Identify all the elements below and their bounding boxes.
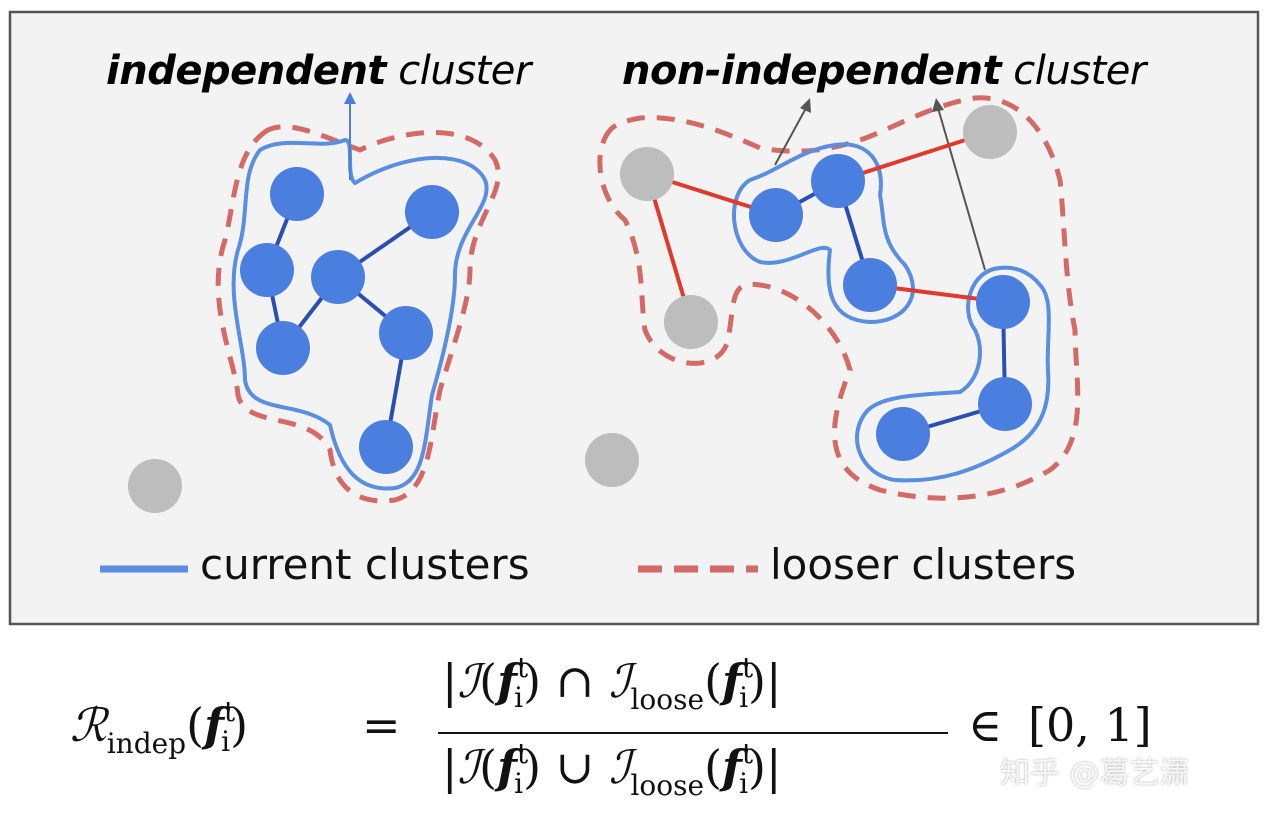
formula-equals: =: [362, 698, 401, 752]
node-gray: [620, 147, 674, 201]
formula-loose-sub: loose: [630, 683, 705, 716]
node-blue: [843, 258, 897, 312]
legend-current-label: current clusters: [200, 540, 530, 589]
formula-f-sup: t: [741, 651, 754, 684]
independent-cluster-label: independent cluster: [106, 48, 531, 94]
node-gray: [128, 459, 182, 513]
formula-f-sup: t: [516, 737, 529, 770]
node-blue: [405, 185, 459, 239]
watermark: 知乎 @葛艺潇: [1000, 756, 1190, 791]
formula-f-sub: i: [514, 767, 524, 800]
node-gray: [585, 433, 639, 487]
formula-f: f: [497, 654, 517, 708]
formula-f: f: [497, 740, 517, 794]
formula-f: f: [722, 654, 742, 708]
nonindependent-rest: cluster: [1001, 48, 1146, 94]
formula-f-sup: t: [223, 695, 236, 728]
node-blue: [270, 167, 324, 221]
formula-I: ℐ: [608, 740, 631, 794]
current-cluster-outline-right-b: [855, 265, 1051, 483]
looser-cluster-outline-right: [597, 95, 1081, 501]
node-blue: [256, 321, 310, 375]
formula-loose-sub: loose: [630, 769, 705, 802]
formula-denominator: |ℐ(fti) ∪ ℐloose(fti)|: [442, 737, 782, 802]
nodes-left: [240, 167, 459, 474]
node-blue: [311, 250, 365, 304]
formula-f-sub: i: [739, 681, 749, 714]
formula-f: f: [722, 740, 742, 794]
independent-bold: independent: [106, 48, 387, 94]
nonindependent-bold: non-independent: [622, 48, 1002, 94]
formula-interval: [0, 1]: [1028, 698, 1152, 752]
nonindependent-arrow-1: [774, 107, 807, 166]
formula-I: ℐ: [457, 740, 480, 794]
independent-arrow-head: [344, 92, 356, 104]
formula-R: ℛ: [70, 698, 107, 752]
formula-in: ∈: [968, 698, 1003, 752]
formula-fraction-bar: [438, 732, 948, 734]
nonindependent-cluster-label: non-independent cluster: [622, 48, 1146, 94]
formula-cap: ∩: [555, 654, 595, 708]
nonindependent-arrow-2-head: [932, 98, 944, 112]
node-blue: [811, 154, 865, 208]
legend-looser-label: looser clusters: [770, 540, 1077, 589]
node-gray: [664, 295, 718, 349]
formula-f: f: [204, 698, 224, 752]
formula-f-sub: i: [739, 767, 749, 800]
nodes-right: [620, 105, 1032, 461]
independent-rest: cluster: [386, 48, 531, 94]
cluster-diagram: [8, 10, 1260, 626]
formula-f-sub: i: [221, 725, 231, 758]
independence-formula: ℛindep(fti) = |ℐ(fti) ∩ ℐloose(fti)| |ℐ(…: [70, 651, 1170, 810]
formula-I: ℐ: [457, 654, 480, 708]
looser-cluster-outline-left: [215, 124, 501, 504]
current-cluster-outline-left: [231, 137, 489, 491]
formula-indep-sub: indep: [106, 727, 187, 760]
formula-cup: ∪: [555, 740, 595, 794]
node-blue: [359, 420, 413, 474]
formula-f-sup: t: [741, 737, 754, 770]
current-cluster-outline-right-a: [732, 142, 915, 325]
formula-numerator: |ℐ(fti) ∩ ℐloose(fti)|: [442, 651, 782, 716]
nonindependent-arrow-1-head: [800, 98, 811, 113]
node-gray: [963, 105, 1017, 159]
node-blue: [876, 407, 930, 461]
formula-I: ℐ: [608, 654, 631, 708]
nonindependent-arrow-2: [937, 107, 986, 271]
node-blue: [978, 377, 1032, 431]
node-blue: [976, 275, 1030, 329]
node-blue: [749, 188, 803, 242]
formula-f-sup: t: [516, 651, 529, 684]
formula-lhs: ℛindep(fti): [70, 695, 249, 760]
node-blue: [240, 243, 294, 297]
node-blue: [379, 306, 433, 360]
formula-f-sub: i: [514, 681, 524, 714]
